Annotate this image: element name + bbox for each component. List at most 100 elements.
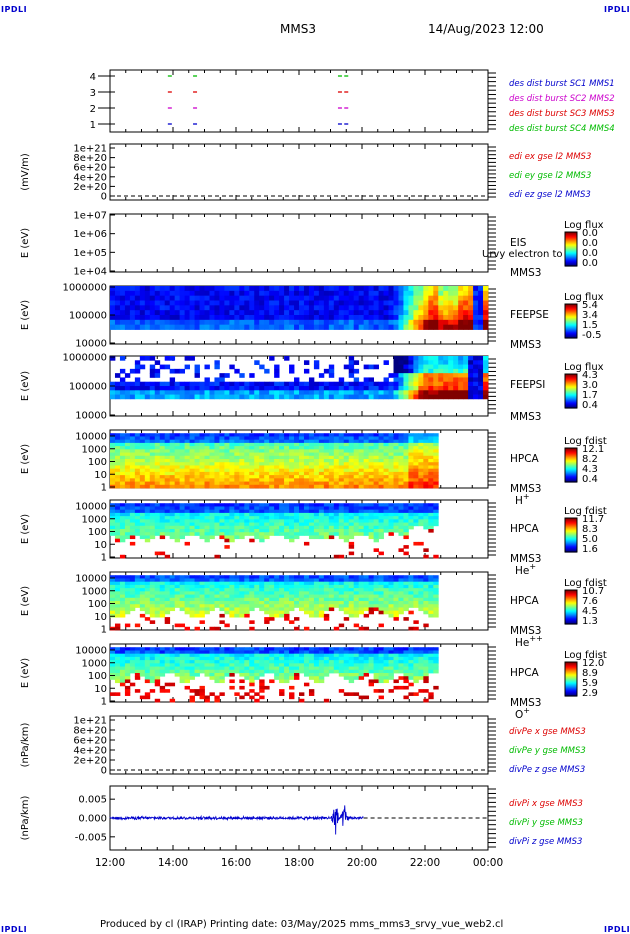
- spectrogram-cell: [468, 310, 474, 316]
- spectrogram-cell: [244, 468, 250, 473]
- colorbar-cell: [565, 460, 577, 463]
- spectrogram-cell: [134, 319, 141, 326]
- spectrogram-cell: [363, 449, 370, 453]
- spectrogram-cell: [313, 535, 320, 540]
- spectrogram-cell: [428, 478, 434, 482]
- spectrogram-cell: [124, 295, 131, 301]
- spectrogram-cell: [303, 468, 310, 473]
- spectrogram-cell: [383, 305, 389, 311]
- spectrogram-cell: [338, 439, 345, 444]
- spectrogram-cell: [383, 360, 389, 365]
- spectrogram-cell: [254, 465, 260, 470]
- spectrogram-cell: [458, 286, 464, 292]
- spectrogram-cell: [289, 591, 295, 595]
- spectrogram-cell: [438, 300, 444, 306]
- spectrogram-cell: [348, 484, 355, 489]
- spectrogram-cell: [378, 575, 384, 579]
- spectrogram-cell: [333, 433, 340, 437]
- spectrogram-cell: [229, 364, 235, 370]
- spectrogram-cell: [433, 442, 439, 447]
- spectrogram-cell: [124, 516, 131, 520]
- spectrogram-cell: [403, 459, 409, 463]
- spectrogram-cell: [463, 368, 469, 374]
- title-spacecraft: MMS3: [280, 22, 316, 36]
- spectrogram-cell: [483, 364, 489, 370]
- spectrogram-cell: [333, 315, 340, 321]
- spectrogram-cell: [294, 594, 300, 599]
- spectrogram-cell: [468, 390, 474, 395]
- spectrogram-cell: [348, 468, 355, 473]
- spectrogram-cell: [368, 597, 375, 602]
- spectrogram-cell: [244, 286, 250, 292]
- spectrogram-cell: [159, 607, 166, 612]
- spectrogram-cell: [244, 442, 250, 447]
- spectrogram-cell: [358, 468, 365, 473]
- spectrogram-cell: [398, 591, 404, 595]
- spectrogram-cell: [119, 503, 126, 507]
- spectrogram-cell: [328, 503, 335, 507]
- spectrogram-cell: [388, 290, 394, 297]
- spectrogram-cell: [403, 591, 409, 595]
- spectrogram-cell: [199, 584, 205, 589]
- spectrogram-cell: [388, 607, 394, 612]
- spectrogram-cell: [313, 436, 320, 441]
- spectrogram-cell: [328, 607, 335, 612]
- spectrogram-cell: [373, 452, 379, 457]
- spectrogram-cell: [139, 452, 146, 457]
- spectrogram-cell: [164, 584, 171, 589]
- spectrogram-cell: [119, 532, 126, 536]
- spectrogram-cell: [279, 386, 285, 391]
- spectrogram-cell: [239, 442, 245, 447]
- spectrogram-cell: [383, 588, 389, 592]
- spectrogram-cell: [433, 295, 439, 301]
- colorbar-cell: [565, 592, 577, 594]
- spectrogram-cell: [378, 433, 384, 437]
- spectrogram-cell: [259, 529, 265, 533]
- spectrogram-cell: [269, 481, 275, 486]
- spectrogram-cell: [433, 452, 439, 457]
- spectrogram-cell: [234, 295, 240, 301]
- spectrogram-cell: [279, 455, 285, 460]
- spectrogram-cell: [279, 436, 285, 441]
- spectrogram-cell: [348, 545, 355, 549]
- spectrogram-cell: [328, 516, 335, 520]
- spectrogram-cell: [308, 512, 315, 517]
- spectrogram-cell: [308, 588, 315, 592]
- spectrogram-cell: [323, 519, 330, 523]
- spectrogram-cell: [338, 484, 345, 489]
- spectrogram-cell: [289, 394, 295, 400]
- spectrogram-cell: [453, 319, 459, 326]
- spectrogram-cell: [413, 449, 419, 453]
- spectrogram-cell: [164, 319, 171, 326]
- spectrogram-cell: [388, 468, 394, 473]
- spectrogram-cell: [338, 623, 345, 628]
- spectrogram-cell: [264, 436, 270, 441]
- spectrogram-cell: [149, 679, 156, 684]
- spectrogram-cell: [134, 484, 141, 489]
- spectrogram-cell: [433, 591, 439, 595]
- spectrogram-cell: [184, 588, 190, 592]
- spectrogram-cell: [184, 305, 190, 311]
- colorbar-cell: [565, 542, 577, 545]
- spectrogram-cell: [169, 455, 176, 460]
- spectrogram-cell: [398, 597, 404, 602]
- spectrogram-cell: [244, 300, 250, 306]
- spectrogram-cell: [204, 290, 210, 297]
- spectrogram-cell: [269, 529, 275, 533]
- spectrogram-cell: [179, 660, 186, 664]
- spectrogram-cell: [204, 594, 210, 599]
- spectrogram-cell: [343, 594, 350, 599]
- colorbar-cell: [565, 255, 577, 258]
- spectrogram-cell: [174, 529, 181, 533]
- spectrogram-cell: [164, 617, 171, 621]
- spectrogram-cell: [139, 290, 146, 297]
- spectrogram-cell: [239, 446, 245, 450]
- spectrogram-cell: [204, 386, 210, 391]
- spectrogram-cell: [328, 368, 335, 374]
- spectrogram-cell: [224, 512, 230, 517]
- spectrogram-cell: [214, 468, 220, 473]
- colorbar-frame: [564, 589, 578, 625]
- spectrogram-cell: [124, 465, 131, 470]
- spectrogram-cell: [249, 594, 255, 599]
- spectrogram-cell: [219, 525, 225, 530]
